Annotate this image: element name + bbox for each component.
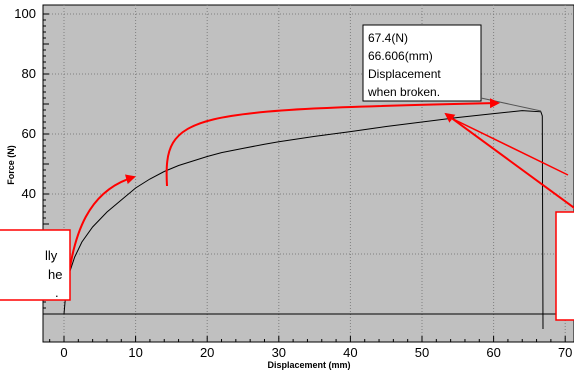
x-tick-label: 10 bbox=[128, 345, 142, 360]
break-note-line-4: when broken. bbox=[367, 85, 440, 99]
x-tick-label: 70 bbox=[558, 345, 572, 360]
y-tick-label: 80 bbox=[22, 66, 36, 81]
break-note-box bbox=[362, 24, 482, 102]
break-note-line-1: 67.4(N) bbox=[368, 31, 408, 45]
y-tick-label: 60 bbox=[22, 126, 36, 141]
x-tick-label: 20 bbox=[200, 345, 214, 360]
y-axis-ticks: 40 60 80 100 bbox=[14, 6, 36, 201]
left-callout-box bbox=[0, 229, 71, 301]
left-callout-line-1: lly bbox=[45, 248, 58, 263]
left-callout-line-3: . bbox=[55, 285, 59, 300]
arrow-break-point bbox=[444, 112, 574, 210]
right-callout-box bbox=[555, 211, 574, 321]
y-tick-label: 100 bbox=[14, 6, 36, 21]
y-axis-title: Force (N) bbox=[6, 145, 16, 185]
x-tick-label: 40 bbox=[343, 345, 357, 360]
force-displacement-curve bbox=[63, 110, 544, 330]
plot-area bbox=[42, 4, 574, 343]
break-note-line-3: Displacement bbox=[368, 67, 441, 81]
x-axis-ticks: 0 10 20 30 40 50 60 70 bbox=[60, 345, 572, 360]
x-tick-label: 60 bbox=[486, 345, 500, 360]
arrow-plastic-region bbox=[165, 98, 500, 187]
x-tick-label: 30 bbox=[272, 345, 286, 360]
x-axis-title: Displacement (mm) bbox=[267, 360, 350, 370]
left-callout-line-2: he bbox=[48, 267, 62, 282]
x-tick-label: 50 bbox=[415, 345, 429, 360]
break-note-line-2: 66.606(mm) bbox=[368, 49, 433, 63]
y-tick-label: 40 bbox=[22, 186, 36, 201]
arrow-break-point-2 bbox=[448, 116, 569, 176]
x-tick-label: 0 bbox=[60, 345, 67, 360]
